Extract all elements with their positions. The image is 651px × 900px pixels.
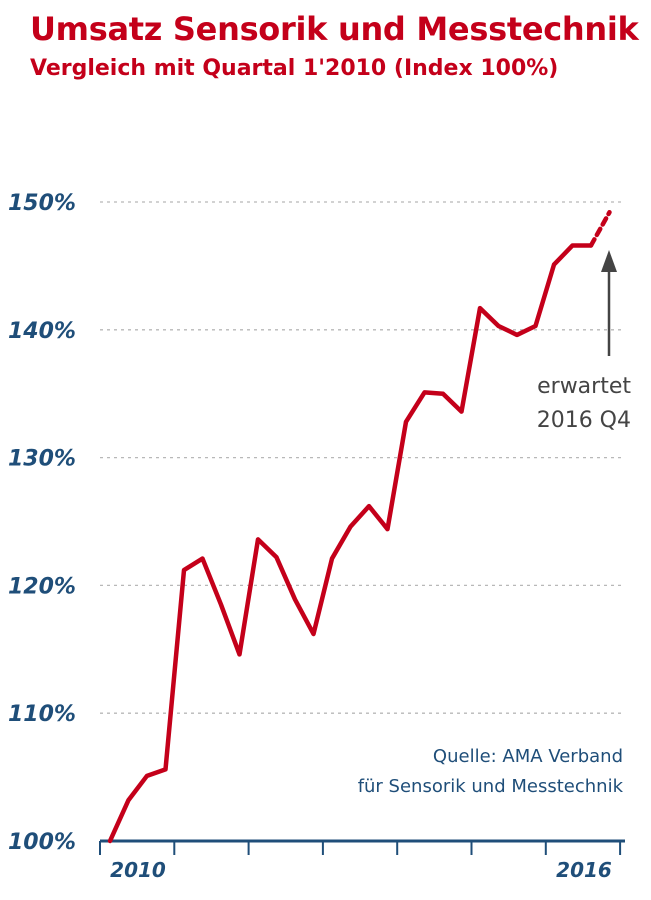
y-tick-label-120: 120%: [8, 574, 76, 599]
series-lines: [107, 209, 612, 844]
y-tick-label-110: 110%: [8, 702, 76, 727]
annotation-text-line1: erwartet: [537, 374, 631, 399]
source-line1: Quelle: AMA Verband: [433, 746, 623, 767]
y-tick-label-150: 150%: [8, 191, 76, 216]
y-tick-label-140: 140%: [8, 319, 76, 344]
x-tick-label-2016: 2016: [556, 858, 612, 882]
annotation-arrow-head: [601, 250, 617, 272]
y-tick-label-130: 130%: [8, 447, 76, 472]
source-note: Quelle: AMA Verband für Sensorik und Mes…: [358, 746, 624, 797]
source-line2: für Sensorik und Messtechnik: [358, 776, 624, 797]
series-expected-segment-0: [588, 209, 612, 248]
x-axis: 2010 2016: [99, 839, 625, 882]
chart-subtitle: Vergleich mit Quartal 1'2010 (Index 100%…: [30, 56, 559, 81]
chart-title: Umsatz Sensorik und Messtechnik: [30, 10, 639, 48]
annotation-text-line2: 2016 Q4: [537, 408, 631, 433]
series-line-0: [107, 243, 594, 844]
annotation: erwartet 2016 Q4: [537, 250, 631, 433]
y-axis-tick-labels: 100% 110% 120% 130% 140% 150%: [8, 191, 76, 855]
x-tick-label-2010: 2010: [110, 858, 166, 882]
y-tick-label-100: 100%: [8, 830, 76, 855]
